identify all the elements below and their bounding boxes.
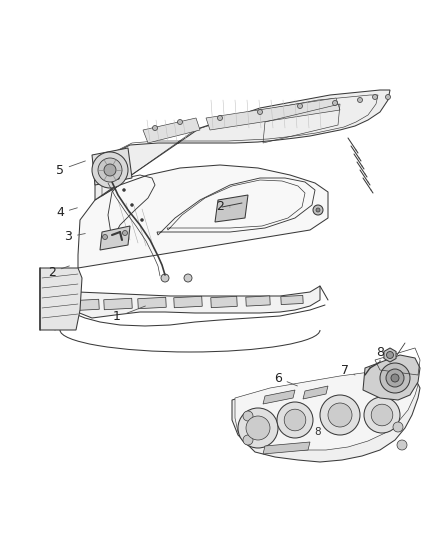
Circle shape (243, 411, 253, 421)
Circle shape (316, 208, 320, 212)
Circle shape (397, 440, 407, 450)
Polygon shape (215, 195, 248, 222)
Circle shape (364, 397, 400, 433)
Text: 2: 2 (216, 200, 224, 214)
Circle shape (372, 94, 378, 100)
Polygon shape (263, 390, 295, 404)
Circle shape (123, 230, 127, 236)
Text: 1: 1 (113, 311, 121, 324)
Circle shape (243, 435, 253, 445)
Polygon shape (363, 355, 420, 400)
Polygon shape (95, 90, 390, 200)
Circle shape (218, 116, 223, 120)
Circle shape (238, 408, 278, 448)
Text: 7: 7 (341, 364, 349, 376)
Circle shape (152, 125, 158, 131)
Text: 4: 4 (56, 206, 64, 220)
Circle shape (184, 274, 192, 282)
Polygon shape (100, 226, 130, 250)
Circle shape (177, 119, 183, 125)
Circle shape (391, 374, 399, 382)
Text: 3: 3 (64, 230, 72, 244)
Bar (174, 296, 202, 308)
Bar (138, 297, 166, 309)
Circle shape (371, 404, 393, 426)
Text: 8: 8 (314, 427, 321, 437)
Polygon shape (263, 442, 310, 454)
Text: 6: 6 (274, 372, 282, 384)
Circle shape (117, 176, 120, 180)
Text: 2: 2 (48, 265, 56, 279)
Bar (71, 299, 99, 311)
Circle shape (386, 351, 393, 359)
Circle shape (328, 403, 352, 427)
Circle shape (297, 103, 303, 109)
Circle shape (246, 416, 270, 440)
Circle shape (277, 402, 313, 438)
Circle shape (123, 189, 126, 191)
Polygon shape (78, 165, 328, 268)
Polygon shape (40, 268, 82, 330)
Polygon shape (303, 386, 328, 399)
Circle shape (131, 204, 134, 206)
Circle shape (92, 152, 128, 188)
Circle shape (380, 363, 410, 393)
Polygon shape (92, 148, 132, 185)
Bar (211, 296, 237, 308)
Circle shape (393, 422, 403, 432)
Circle shape (320, 395, 360, 435)
Circle shape (104, 164, 116, 176)
Polygon shape (384, 348, 396, 362)
Circle shape (258, 109, 262, 115)
Circle shape (284, 409, 306, 431)
Circle shape (313, 205, 323, 215)
Text: 8: 8 (376, 346, 384, 359)
Circle shape (98, 158, 122, 182)
Bar (104, 298, 132, 310)
Polygon shape (206, 98, 340, 130)
Circle shape (102, 235, 107, 239)
Bar (281, 295, 303, 304)
Polygon shape (60, 286, 320, 318)
Circle shape (385, 94, 391, 100)
Circle shape (141, 219, 144, 222)
Circle shape (386, 369, 404, 387)
Text: 5: 5 (56, 164, 64, 176)
Polygon shape (235, 371, 418, 450)
Bar (246, 296, 270, 306)
Circle shape (332, 101, 338, 106)
Polygon shape (232, 374, 420, 462)
Circle shape (161, 274, 169, 282)
Circle shape (357, 98, 363, 102)
Polygon shape (143, 118, 200, 143)
